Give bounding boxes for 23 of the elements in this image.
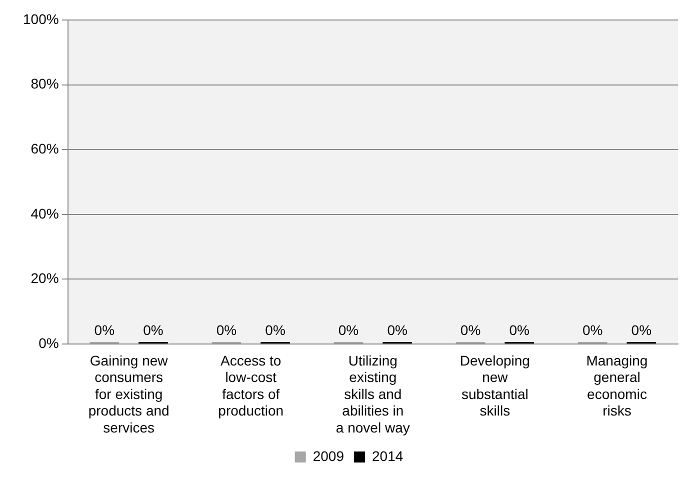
data-label: 0% — [631, 322, 652, 338]
data-label: 0% — [338, 322, 359, 338]
y-tick-label: 100% — [22, 10, 59, 27]
data-label: 0% — [509, 322, 530, 338]
x-tick-label: Managing general economic risks — [586, 352, 648, 419]
x-tick-label: Gaining new consumers for existing products and services — [88, 352, 170, 436]
y-tick-label: 0% — [38, 334, 59, 351]
legend-label: 2009 — [312, 448, 344, 464]
data-label: 0% — [265, 322, 286, 338]
y-tick-label: 60% — [30, 140, 59, 156]
legend-label: 2014 — [372, 448, 404, 464]
y-tick-label: 40% — [30, 205, 59, 222]
data-label: 0% — [582, 322, 603, 338]
x-tick-label: Access to low-cost factors of production — [218, 352, 284, 419]
data-label: 0% — [143, 322, 164, 338]
data-label: 0% — [216, 322, 237, 338]
data-label: 0% — [94, 322, 115, 338]
x-tick-label: Utilizing existing skills and abilities in a novel way — [336, 352, 410, 436]
data-label: 0% — [387, 322, 408, 338]
data-label: 0% — [460, 322, 481, 338]
y-tick-label: 80% — [30, 76, 59, 92]
x-tick-label: Developing new substantial skills — [460, 352, 530, 419]
y-tick-label: 20% — [30, 270, 59, 286]
